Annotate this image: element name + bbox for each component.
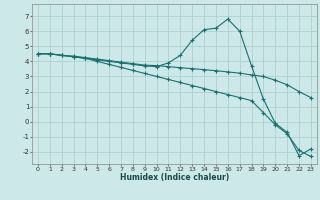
- X-axis label: Humidex (Indice chaleur): Humidex (Indice chaleur): [120, 173, 229, 182]
